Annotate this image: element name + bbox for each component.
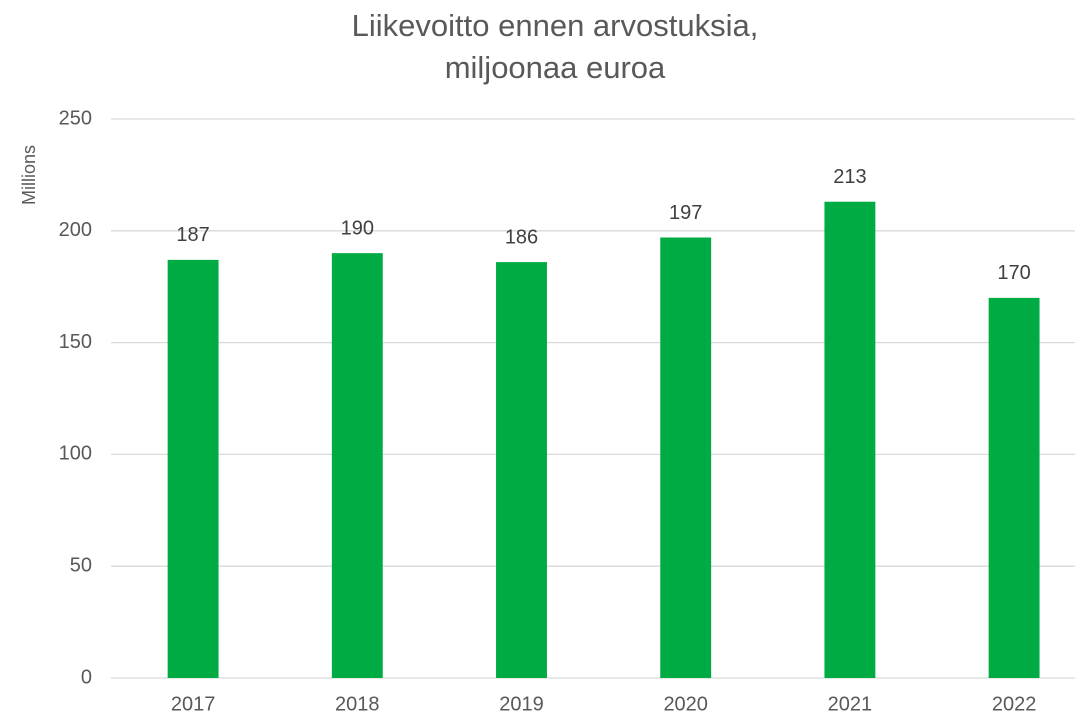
bar: [824, 201, 876, 678]
x-tick-label: 2018: [335, 693, 380, 715]
x-tick-label: 2022: [992, 693, 1037, 715]
y-tick-label: 150: [59, 331, 92, 353]
bar: [988, 297, 1040, 678]
x-tick-label: 2017: [171, 693, 216, 715]
y-tick-label: 50: [70, 554, 92, 576]
data-label: 197: [669, 202, 702, 224]
chart-title: Liikevoitto ennen arvostuksia,: [352, 8, 759, 43]
y-tick-label: 250: [59, 107, 92, 129]
y-tick-label: 0: [81, 666, 92, 688]
bar: [331, 253, 383, 678]
chart-title: miljoonaa euroa: [445, 50, 666, 85]
y-tick-label: 200: [59, 219, 92, 241]
data-label: 170: [997, 262, 1030, 284]
x-tick-label: 2021: [828, 693, 873, 715]
data-label: 186: [505, 226, 538, 248]
y-tick-label: 100: [59, 443, 92, 465]
x-tick-label: 2019: [499, 693, 544, 715]
y-axis-title: Millions: [19, 145, 39, 205]
bar: [496, 262, 547, 678]
data-label: 213: [833, 166, 866, 188]
x-tick-label: 2020: [663, 693, 708, 715]
bar: [660, 237, 712, 678]
bar: [167, 259, 219, 678]
data-label: 190: [341, 217, 374, 239]
data-label: 187: [176, 224, 209, 246]
